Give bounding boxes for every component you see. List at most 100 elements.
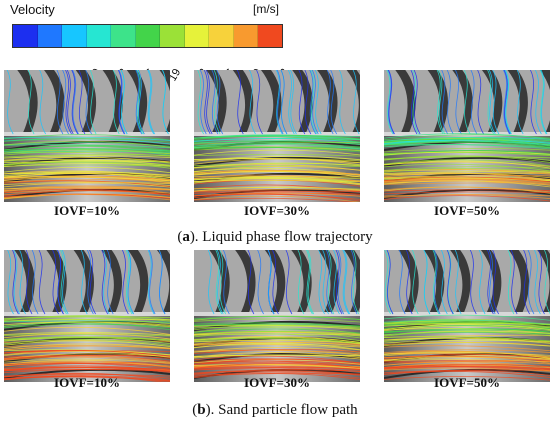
blade: [427, 70, 449, 132]
streamline: [384, 167, 550, 173]
streamline: [211, 70, 219, 135]
streamline: [236, 70, 244, 135]
streamline: [194, 174, 360, 183]
streamline: [384, 141, 550, 149]
streamline: [398, 250, 406, 315]
streamline: [4, 340, 170, 347]
streamline: [194, 144, 360, 150]
streamline: [216, 70, 224, 135]
helix-edge: [4, 140, 170, 151]
streamline: [78, 70, 86, 135]
streamline: [194, 323, 360, 327]
streamline: [4, 140, 170, 148]
streamline: [384, 331, 550, 337]
streamline: [249, 70, 256, 135]
streamline: [4, 333, 170, 340]
streamline: [4, 318, 170, 324]
streamline: [503, 70, 510, 135]
streamline: [384, 151, 550, 156]
streamline: [87, 250, 94, 315]
streamline: [543, 250, 550, 315]
streamline: [510, 250, 518, 315]
streamline: [207, 250, 215, 315]
streamline: [384, 176, 550, 183]
streamline: [4, 144, 170, 149]
streamline: [194, 190, 360, 195]
colorbar-segment: [111, 25, 136, 47]
streamline: [13, 250, 21, 315]
streamline: [194, 153, 360, 157]
blade: [264, 250, 286, 312]
streamline: [384, 163, 550, 172]
streamline: [4, 166, 170, 174]
streamline: [384, 350, 550, 358]
streamline: [4, 332, 170, 336]
streamline: [488, 70, 496, 135]
streamline: [194, 355, 360, 364]
colorbar-segment: [160, 25, 185, 47]
streamline: [287, 70, 295, 135]
streamline: [446, 250, 454, 315]
streamline: [4, 362, 170, 369]
legend-unit: [m/s]: [253, 2, 279, 16]
streamline: [194, 179, 360, 185]
blade: [292, 70, 313, 132]
streamline: [4, 339, 170, 346]
streamline: [384, 332, 550, 335]
streamline: [276, 70, 284, 135]
streamline: [194, 175, 360, 180]
streamline: [4, 161, 170, 166]
blade: [507, 70, 528, 132]
streamline: [4, 322, 170, 331]
streamline: [194, 330, 360, 336]
streamline: [384, 175, 550, 180]
streamline: [411, 250, 419, 315]
streamline: [194, 149, 360, 156]
streamline: [194, 339, 360, 344]
streamline: [432, 250, 440, 315]
streamline: [19, 250, 26, 315]
blade: [398, 250, 419, 312]
streamline: [298, 70, 306, 135]
streamline: [4, 145, 170, 151]
blade: [17, 70, 38, 132]
streamline: [384, 195, 550, 202]
streamline: [148, 70, 156, 135]
label-sand-iovf-50: IOVF=50%: [434, 375, 500, 390]
label-sand-iovf-10: IOVF=10%: [54, 375, 120, 390]
streamline: [194, 164, 360, 171]
streamline: [52, 250, 59, 315]
streamline: [469, 250, 477, 315]
streamline: [326, 70, 334, 135]
streamline: [4, 349, 170, 357]
streamline: [384, 349, 550, 354]
streamline: [213, 70, 221, 135]
streamline: [338, 70, 346, 135]
streamline: [4, 154, 170, 158]
streamline: [384, 160, 550, 169]
streamline: [71, 70, 79, 135]
streamline: [384, 140, 550, 146]
blade: [261, 70, 282, 132]
streamline: [25, 250, 33, 315]
streamline: [194, 324, 360, 329]
blade: [101, 250, 123, 312]
streamline: [342, 250, 350, 315]
streamline: [333, 250, 340, 315]
streamline: [194, 169, 360, 175]
colorbar-segment: [62, 25, 87, 47]
streamline: [280, 70, 288, 135]
streamline: [66, 70, 74, 135]
streamline: [31, 250, 39, 315]
streamline: [85, 70, 92, 135]
streamline: [194, 142, 360, 150]
streamline: [530, 70, 537, 135]
panel-sand-iovf-30: [194, 250, 360, 382]
streamline: [311, 70, 319, 135]
streamline: [216, 250, 224, 315]
streamline: [199, 70, 207, 135]
streamline: [492, 70, 500, 135]
streamline: [147, 250, 155, 315]
streamline: [4, 194, 170, 201]
streamline: [384, 366, 550, 370]
